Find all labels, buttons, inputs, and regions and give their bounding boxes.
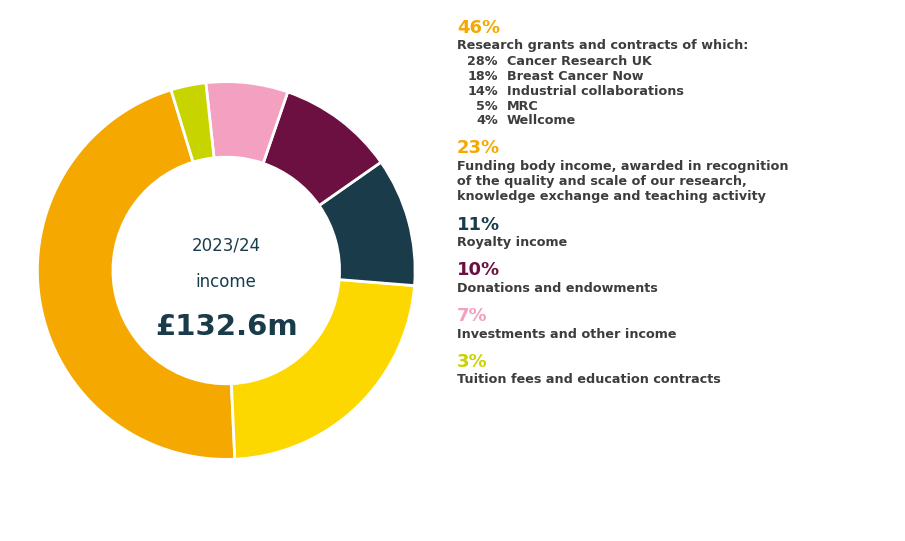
Text: 28%: 28% <box>467 55 498 68</box>
Wedge shape <box>37 90 234 459</box>
Text: Investments and other income: Investments and other income <box>457 327 677 341</box>
Text: Breast Cancer Now: Breast Cancer Now <box>507 70 643 83</box>
Text: Tuition fees and education contracts: Tuition fees and education contracts <box>457 373 720 386</box>
Wedge shape <box>263 92 381 206</box>
Text: 4%: 4% <box>476 114 498 128</box>
Text: 23%: 23% <box>457 139 500 157</box>
Text: 46%: 46% <box>457 19 500 37</box>
Wedge shape <box>205 82 288 163</box>
Text: MRC: MRC <box>507 100 538 113</box>
Text: Industrial collaborations: Industrial collaborations <box>507 84 683 98</box>
Text: 7%: 7% <box>457 307 488 325</box>
Text: 2023/24: 2023/24 <box>192 237 261 255</box>
Text: £132.6m: £132.6m <box>155 313 298 341</box>
Text: Royalty income: Royalty income <box>457 236 567 249</box>
Text: 5%: 5% <box>476 100 498 113</box>
Text: Donations and endowments: Donations and endowments <box>457 282 658 295</box>
Text: Funding body income, awarded in recognition: Funding body income, awarded in recognit… <box>457 160 788 173</box>
Text: Research grants and contracts of which:: Research grants and contracts of which: <box>457 39 748 52</box>
Text: 10%: 10% <box>457 261 500 279</box>
Text: of the quality and scale of our research,: of the quality and scale of our research… <box>457 175 747 188</box>
Text: Wellcome: Wellcome <box>507 114 576 128</box>
Wedge shape <box>171 83 214 162</box>
Wedge shape <box>232 280 414 459</box>
Text: 11%: 11% <box>457 215 500 234</box>
Text: Cancer Research UK: Cancer Research UK <box>507 55 652 68</box>
Text: 14%: 14% <box>467 84 498 98</box>
Text: 18%: 18% <box>467 70 498 83</box>
Text: knowledge exchange and teaching activity: knowledge exchange and teaching activity <box>457 190 766 203</box>
Text: income: income <box>195 273 257 291</box>
Text: 3%: 3% <box>457 353 488 371</box>
Wedge shape <box>319 162 415 286</box>
